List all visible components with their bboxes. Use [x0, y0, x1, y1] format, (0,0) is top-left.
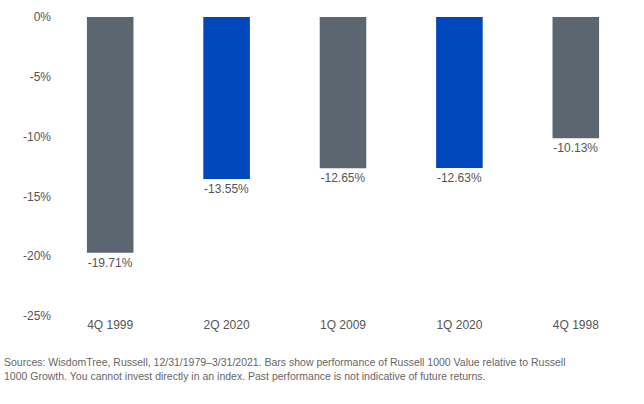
svg-text:-19.71%: -19.71% — [88, 256, 133, 270]
svg-text:4Q 1998: 4Q 1998 — [553, 318, 599, 332]
svg-text:-10%: -10% — [23, 130, 51, 144]
svg-text:-15%: -15% — [23, 190, 51, 204]
svg-text:-5%: -5% — [30, 70, 52, 84]
svg-text:-12.65%: -12.65% — [320, 171, 365, 185]
svg-text:-25%: -25% — [23, 309, 51, 323]
svg-text:1Q 2020: 1Q 2020 — [436, 318, 482, 332]
svg-text:Sources: WisdomTree, Russell,: Sources: WisdomTree, Russell, 12/31/1979… — [4, 356, 565, 382]
svg-text:1Q 2009: 1Q 2009 — [320, 318, 366, 332]
svg-text:-10.13%: -10.13% — [553, 141, 598, 155]
svg-text:2Q 2020: 2Q 2020 — [204, 318, 250, 332]
svg-text:0%: 0% — [34, 10, 52, 24]
svg-text:4Q 1999: 4Q 1999 — [87, 318, 133, 332]
svg-text:-13.55%: -13.55% — [204, 182, 249, 196]
svg-text:-12.63%: -12.63% — [437, 171, 482, 185]
svg-text:-20%: -20% — [23, 249, 51, 263]
